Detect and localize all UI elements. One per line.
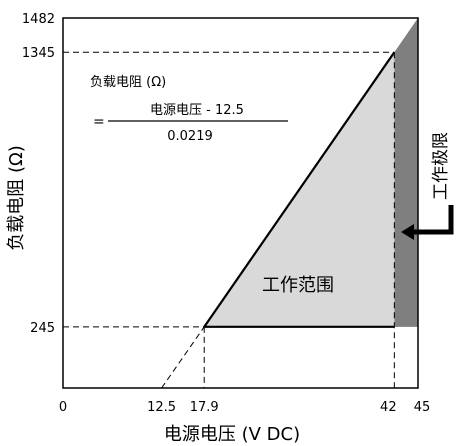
formula: 负载电阻 (Ω) = 电源电压 - 12.5 0.0219 <box>90 75 288 144</box>
operating-limit-label: 工作极限 <box>431 132 451 200</box>
x-tick-label: 42 <box>380 400 397 415</box>
series-line-1 <box>203 51 396 328</box>
formula-denominator: 0.0219 <box>167 129 213 144</box>
y-axis-label: 负载电阻 (Ω) <box>6 145 27 251</box>
y-tick-labels: 245 1345 1482 <box>22 12 55 336</box>
series-line-3 <box>161 326 205 389</box>
x-tick-label: 0 <box>59 400 67 415</box>
plot-frame <box>62 17 419 389</box>
formula-numerator: 电源电压 - 12.5 <box>150 103 244 118</box>
y-tick-label: 1345 <box>22 46 55 61</box>
x-tick-label: 17.9 <box>190 400 219 415</box>
series-lines <box>161 51 396 389</box>
x-axis-label: 电源电压 (V DC) <box>164 424 300 445</box>
left-arrow-icon <box>401 205 454 240</box>
formula-equals: = <box>93 114 105 130</box>
x-tick-labels: 0 12.5 17.9 42 45 <box>59 400 430 415</box>
x-tick-label: 12.5 <box>147 400 176 415</box>
operating-region-label: 工作范围 <box>262 275 334 296</box>
y-tick-label: 1482 <box>22 12 55 27</box>
formula-title: 负载电阻 (Ω) <box>90 75 166 90</box>
y-tick-label: 245 <box>30 321 55 336</box>
x-tick-label: 45 <box>414 400 431 415</box>
operating-limit-band <box>394 18 418 327</box>
guide-lines <box>63 51 395 388</box>
